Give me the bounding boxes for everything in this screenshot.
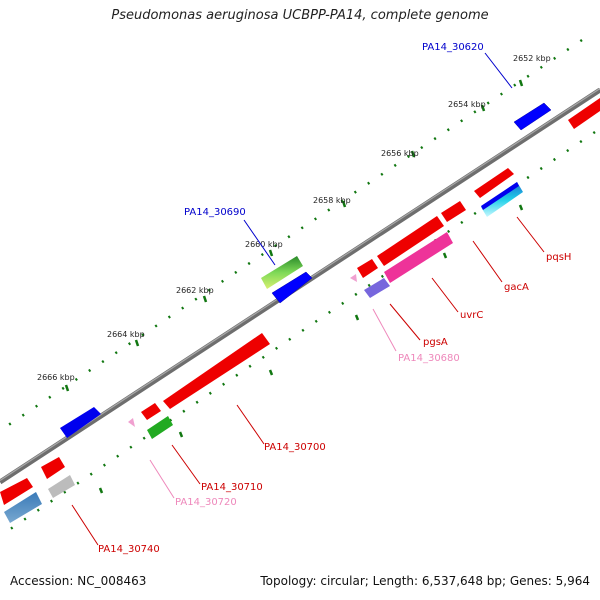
genome-title: Pseudomonas aeruginosa UCBPP-PA14, compl… xyxy=(111,8,489,23)
gene-PA14_30720-arrow[interactable] xyxy=(128,418,135,427)
gene-grey-feature[interactable] xyxy=(48,475,75,498)
gene-pink-small[interactable] xyxy=(350,274,357,282)
tick-label-2666: 2666 kbp xyxy=(37,373,75,382)
gene-label-PA14_30740[interactable]: PA14_30740 xyxy=(98,544,160,555)
tick-label-2656: 2656 kbp xyxy=(381,149,419,158)
tick-label-2652: 2652 kbp xyxy=(513,54,551,63)
gene-PA14_30690-arrow[interactable] xyxy=(271,271,313,304)
gene-uvrC-arrow[interactable] xyxy=(377,216,444,266)
tick-label-2654: 2654 kbp xyxy=(448,100,486,109)
gene-label-PA14_30680[interactable]: PA14_30680 xyxy=(398,353,460,364)
gene-PA14_30710-arrow[interactable] xyxy=(141,403,161,420)
gene-label-PA14_30620[interactable]: PA14_30620 xyxy=(422,42,484,53)
gene-label-PA14_30700[interactable]: PA14_30700 xyxy=(264,442,326,453)
gene-label-PA14_30690[interactable]: PA14_30690 xyxy=(184,207,246,218)
gene-magenta-feature[interactable] xyxy=(384,232,453,283)
gene-gacA-arrow[interactable] xyxy=(441,201,466,222)
tick-label-2658: 2658 kbp xyxy=(313,196,351,205)
gene-green-small[interactable] xyxy=(147,416,173,439)
gene-PA14_30620-arrow[interactable] xyxy=(513,102,552,131)
gene-label-PA14_30720[interactable]: PA14_30720 xyxy=(175,497,237,508)
gene-steelblue-feature[interactable] xyxy=(4,492,42,523)
accession-text: Accession: NC_008463 xyxy=(10,574,147,588)
gene-blue-left-arrow[interactable] xyxy=(60,407,101,438)
gene-blue-small[interactable] xyxy=(481,182,519,210)
gene-teal-feature[interactable] xyxy=(481,182,523,217)
outer-dotted-track xyxy=(3,38,583,430)
gene-pqsH-arrow[interactable] xyxy=(474,168,514,198)
label-leader-lines xyxy=(71,52,545,546)
gene-green-feature[interactable] xyxy=(261,256,303,289)
genome-stats-text: Topology: circular; Length: 6,537,648 bp… xyxy=(260,574,590,588)
gene-PA14_30700-arrow[interactable] xyxy=(163,333,270,409)
gene-red-small-left[interactable] xyxy=(41,457,65,479)
gene-right-edge-arrow[interactable] xyxy=(568,98,600,129)
tick-label-2660: 2660 kbp xyxy=(245,240,283,249)
outer-tick-marks xyxy=(64,79,524,392)
gene-label-pqsH[interactable]: pqsH xyxy=(546,252,571,263)
gene-red-left-arrow[interactable] xyxy=(0,478,33,505)
tick-label-2664: 2664 kbp xyxy=(107,330,145,339)
gene-label-uvrC[interactable]: uvrC xyxy=(460,310,483,321)
gene-label-pgsA[interactable]: pgsA xyxy=(423,337,448,348)
gene-pgsA-arrow[interactable] xyxy=(357,259,378,278)
inner-dotted-track xyxy=(5,130,596,534)
inner-tick-marks xyxy=(98,204,524,494)
tick-label-2662: 2662 kbp xyxy=(176,286,214,295)
gene-PA14_30680-arrow[interactable] xyxy=(364,278,390,298)
gene-label-PA14_30710[interactable]: PA14_30710 xyxy=(201,482,263,493)
gene-label-gacA[interactable]: gacA xyxy=(504,282,529,293)
